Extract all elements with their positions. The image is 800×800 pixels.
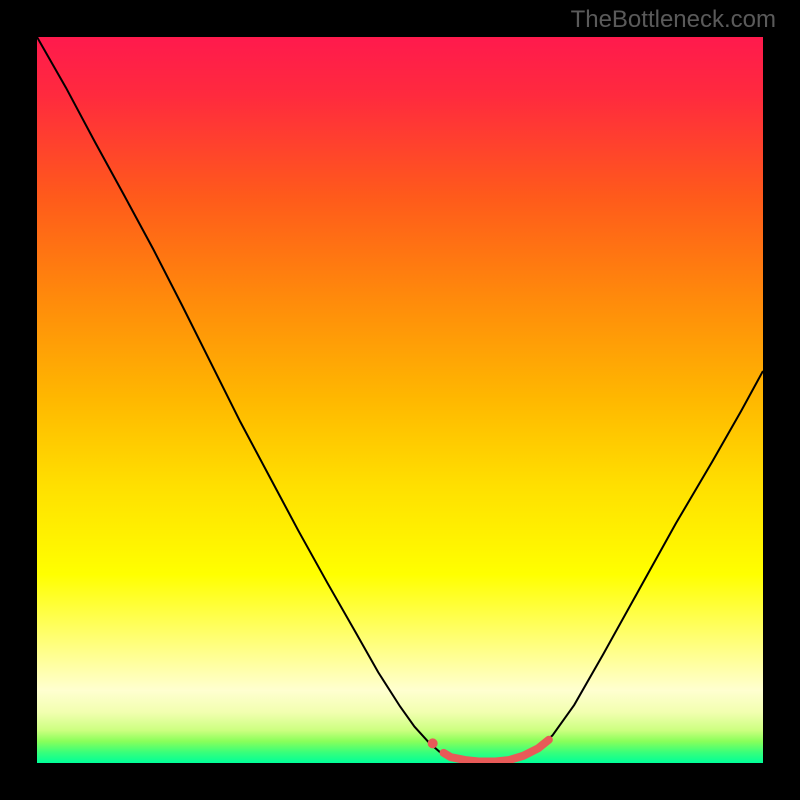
watermark-text: TheBottleneck.com [571,6,776,34]
chart-svg [37,37,763,763]
gradient-background [37,37,763,763]
chart-plot-area [37,37,763,763]
highlight-start-dot [428,738,438,748]
